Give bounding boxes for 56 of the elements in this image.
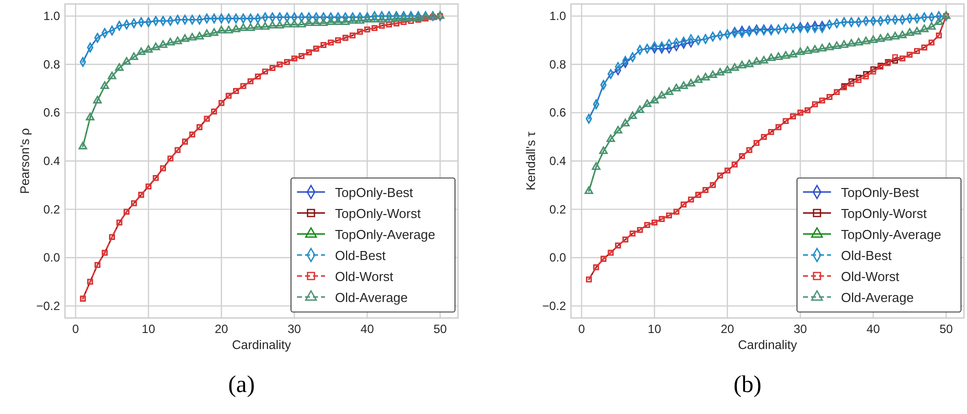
legend-label: TopOnly-Average: [841, 227, 942, 242]
x-tick-label: 20: [720, 322, 734, 336]
text: (a): [228, 372, 255, 398]
legend-label: TopOnly-Worst: [841, 206, 928, 221]
y-tick-label: 0.6: [549, 106, 566, 120]
y-tick-label: −0.2: [36, 298, 60, 313]
point: [863, 71, 869, 77]
point: [863, 74, 869, 80]
legend-label: Old-Worst: [841, 269, 900, 284]
point: [614, 66, 622, 76]
x-tick-label: 50: [939, 322, 954, 336]
y-axis-title: Kendall's τ: [524, 132, 538, 190]
x-tick-label: 20: [214, 322, 228, 336]
x-tick-label: 30: [288, 322, 302, 336]
legend-label: TopOnly-Average: [335, 227, 436, 242]
x-tick-label: 10: [142, 322, 156, 336]
point: [870, 66, 876, 72]
legend-label: Old-Average: [335, 290, 408, 305]
y-tick-label: 0.4: [43, 154, 60, 168]
y-tick-label: 1.0: [43, 9, 60, 24]
legend-label: Old-Best: [335, 248, 386, 263]
point: [892, 58, 898, 64]
y-tick-label: −0.2: [542, 298, 566, 313]
y-tick-label: 0.6: [43, 106, 60, 120]
legend-label: TopOnly-Worst: [335, 206, 422, 221]
point: [738, 28, 746, 38]
x-tick-label: 40: [360, 322, 374, 336]
legend-label: Old-Average: [841, 290, 914, 305]
point: [892, 54, 898, 60]
x-tick-label: 50: [433, 322, 448, 336]
y-tick-label: 0.8: [549, 57, 566, 72]
x-tick-label: 0: [72, 322, 80, 336]
y-tick-label: 0.0: [549, 250, 566, 265]
point: [651, 44, 658, 54]
y-tick-label: 1.0: [549, 9, 566, 24]
point: [870, 68, 876, 75]
legend-label: Old-Worst: [335, 269, 394, 284]
y-tick-label: 0.0: [43, 250, 60, 265]
x-tick-label: 30: [794, 322, 808, 336]
legend-label: TopOnly-Best: [841, 185, 920, 200]
y-tick-label: 0.8: [43, 57, 60, 72]
y-axis-title: Pearson's ρ: [18, 128, 32, 194]
x-tick-label: 40: [866, 322, 880, 336]
point: [856, 77, 862, 83]
point: [738, 26, 746, 36]
point: [848, 80, 854, 87]
x-tick-label: 0: [578, 322, 586, 336]
legend-label: TopOnly-Best: [335, 185, 414, 200]
y-tick-label: 0.2: [43, 202, 60, 216]
x-axis-title: Cardinality: [738, 338, 798, 352]
x-axis-title: Cardinality: [232, 338, 292, 352]
y-tick-label: 0.4: [549, 154, 566, 168]
text: (b): [734, 372, 762, 398]
y-tick-label: 0.2: [549, 202, 566, 216]
legend-label: Old-Best: [841, 248, 892, 263]
x-tick-label: 10: [648, 322, 662, 336]
